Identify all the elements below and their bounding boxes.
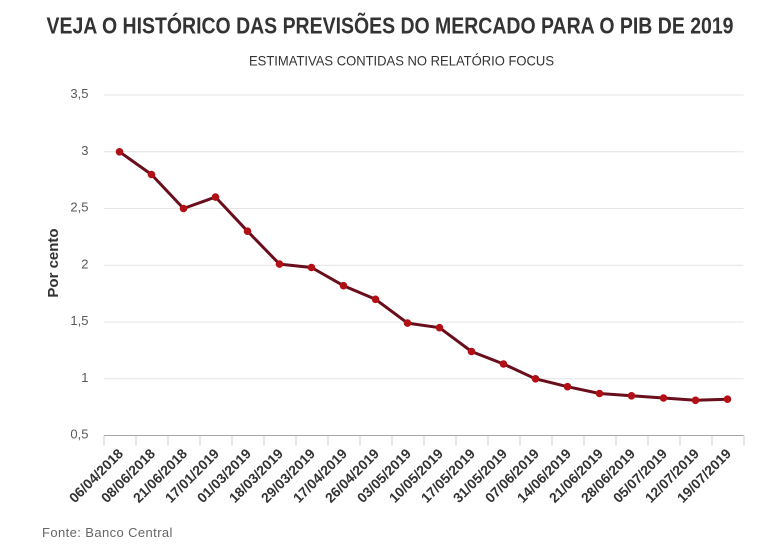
svg-text:2: 2 [81,256,88,271]
svg-text:1,5: 1,5 [70,313,88,328]
svg-text:3: 3 [81,143,88,158]
svg-text:Fonte: Banco Central: Fonte: Banco Central [42,525,173,540]
svg-text:1: 1 [81,370,88,385]
svg-text:0,5: 0,5 [70,427,88,442]
svg-text:VEJA O HISTÓRICO DAS PREVISÕES: VEJA O HISTÓRICO DAS PREVISÕES DO MERCAD… [47,12,734,39]
svg-text:Por cento: Por cento [45,228,62,297]
svg-text:ESTIMATIVAS CONTIDAS NO RELATÓ: ESTIMATIVAS CONTIDAS NO RELATÓRIO FOCUS [249,53,554,69]
svg-text:3,5: 3,5 [70,86,88,101]
svg-text:2,5: 2,5 [70,200,88,215]
